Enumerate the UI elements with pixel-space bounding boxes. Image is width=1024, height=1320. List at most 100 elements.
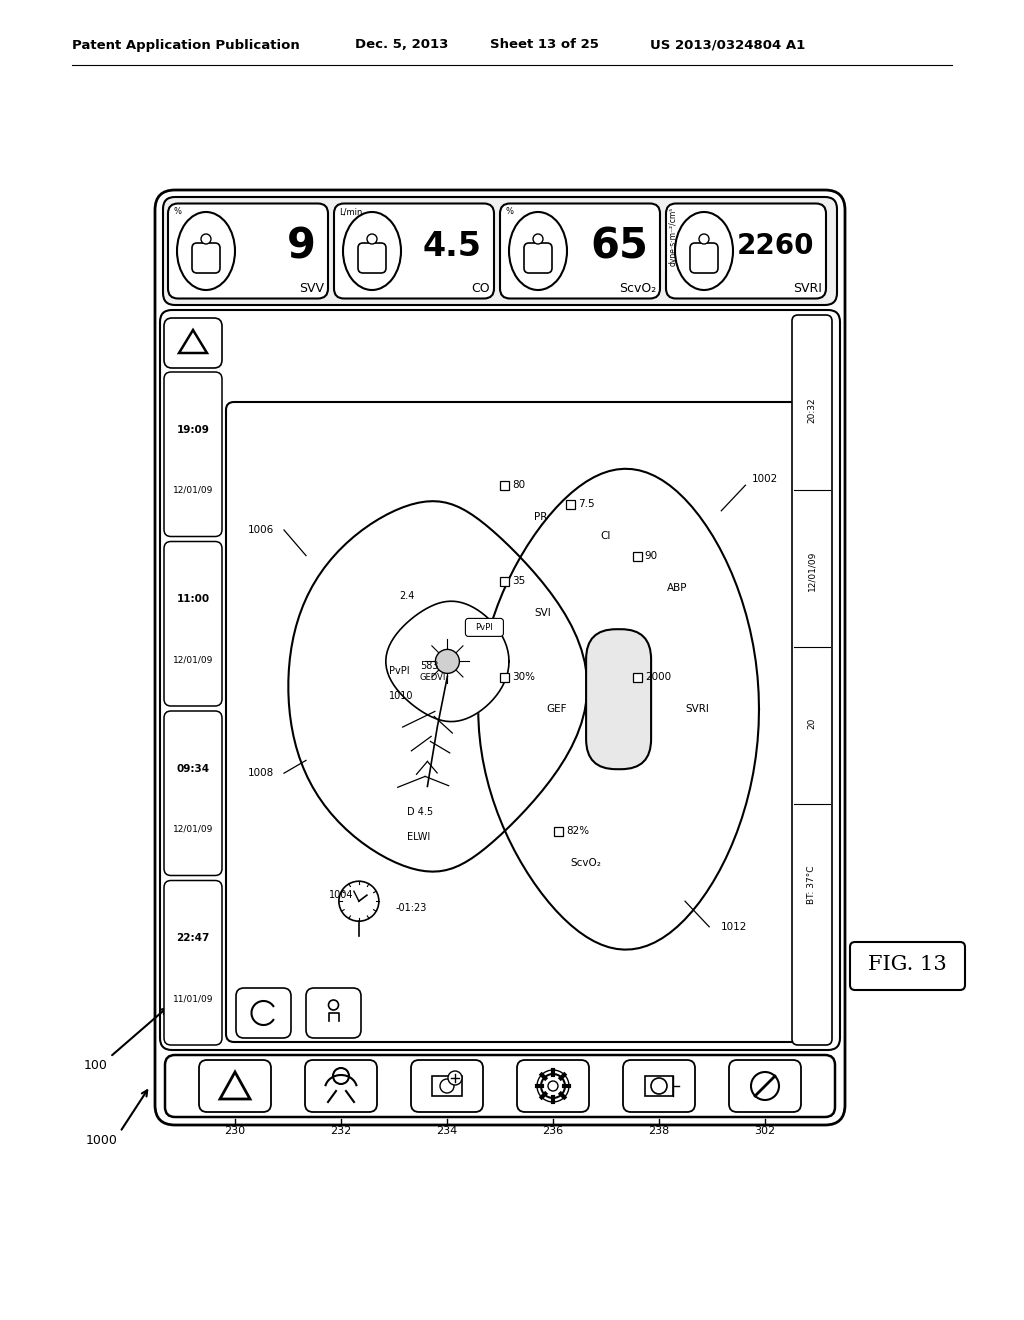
- Text: 2.4: 2.4: [399, 591, 415, 602]
- Text: 1000: 1000: [86, 1134, 118, 1147]
- Text: PvPI: PvPI: [389, 665, 410, 676]
- Text: 9: 9: [287, 226, 316, 267]
- Text: 30%: 30%: [512, 672, 535, 682]
- FancyBboxPatch shape: [358, 243, 386, 273]
- Bar: [554, 826, 563, 836]
- FancyBboxPatch shape: [236, 987, 291, 1038]
- FancyBboxPatch shape: [226, 403, 830, 1041]
- Text: Dec. 5, 2013: Dec. 5, 2013: [355, 38, 449, 51]
- Text: SVRI: SVRI: [685, 704, 709, 714]
- Text: 238: 238: [648, 1126, 670, 1137]
- Text: 09:34: 09:34: [176, 763, 210, 774]
- Bar: [566, 500, 575, 510]
- Bar: [500, 482, 509, 490]
- Circle shape: [699, 234, 709, 244]
- Text: 20:32: 20:32: [808, 397, 816, 422]
- Text: D 4.5: D 4.5: [408, 807, 433, 817]
- Text: 65: 65: [590, 226, 648, 267]
- FancyBboxPatch shape: [305, 1060, 377, 1111]
- FancyBboxPatch shape: [334, 203, 494, 298]
- Bar: [500, 577, 509, 586]
- Text: FIG. 13: FIG. 13: [867, 956, 946, 974]
- Text: 7.5: 7.5: [579, 499, 595, 510]
- FancyBboxPatch shape: [623, 1060, 695, 1111]
- Text: 22:47: 22:47: [176, 933, 210, 942]
- Text: 1012: 1012: [721, 921, 748, 932]
- Text: 12/01/09: 12/01/09: [173, 825, 213, 834]
- Text: 12/01/09: 12/01/09: [808, 550, 816, 590]
- Text: 20: 20: [808, 718, 816, 730]
- FancyBboxPatch shape: [164, 372, 222, 536]
- FancyBboxPatch shape: [164, 880, 222, 1045]
- Text: 2260: 2260: [736, 232, 814, 260]
- Polygon shape: [289, 502, 588, 871]
- Text: 1004: 1004: [329, 890, 353, 900]
- Text: CO: CO: [471, 281, 490, 294]
- Text: CI: CI: [600, 532, 611, 541]
- Text: ScvO₂: ScvO₂: [618, 281, 656, 294]
- Text: 11:00: 11:00: [176, 594, 210, 605]
- Bar: [633, 552, 642, 561]
- Circle shape: [435, 649, 460, 673]
- Text: -01:23: -01:23: [395, 903, 426, 912]
- Text: 12/01/09: 12/01/09: [173, 486, 213, 495]
- FancyBboxPatch shape: [524, 243, 552, 273]
- Circle shape: [534, 234, 543, 244]
- Text: %: %: [505, 207, 513, 216]
- FancyBboxPatch shape: [850, 942, 965, 990]
- Text: 35: 35: [512, 577, 525, 586]
- Text: 12/01/09: 12/01/09: [173, 656, 213, 664]
- FancyBboxPatch shape: [586, 630, 651, 770]
- Polygon shape: [478, 469, 759, 949]
- FancyBboxPatch shape: [164, 711, 222, 875]
- Text: Patent Application Publication: Patent Application Publication: [72, 38, 300, 51]
- FancyBboxPatch shape: [306, 987, 361, 1038]
- Bar: [645, 1076, 673, 1096]
- Text: SVRI: SVRI: [794, 281, 822, 294]
- Text: dyne·s·m⁻²/cm⁵: dyne·s·m⁻²/cm⁵: [669, 206, 678, 265]
- Text: GEF: GEF: [546, 704, 566, 714]
- Text: 232: 232: [331, 1126, 351, 1137]
- Text: 234: 234: [436, 1126, 458, 1137]
- Bar: [500, 673, 509, 682]
- FancyBboxPatch shape: [155, 190, 845, 1125]
- FancyBboxPatch shape: [792, 315, 831, 1045]
- Text: L/min: L/min: [339, 207, 362, 216]
- FancyBboxPatch shape: [164, 541, 222, 706]
- FancyBboxPatch shape: [500, 203, 660, 298]
- Circle shape: [201, 234, 211, 244]
- Text: PvPI: PvPI: [475, 623, 494, 632]
- Text: 11/01/09: 11/01/09: [173, 994, 213, 1003]
- Text: PR: PR: [535, 512, 548, 523]
- Circle shape: [449, 1071, 462, 1085]
- Text: GEDVI: GEDVI: [419, 673, 445, 682]
- Circle shape: [367, 234, 377, 244]
- Text: ScvO₂: ScvO₂: [570, 858, 601, 867]
- Text: 1010: 1010: [389, 692, 414, 701]
- Text: BT: 37°C: BT: 37°C: [808, 865, 816, 904]
- FancyBboxPatch shape: [666, 203, 826, 298]
- Text: 100: 100: [84, 1059, 108, 1072]
- FancyBboxPatch shape: [465, 618, 504, 636]
- Text: 19:09: 19:09: [176, 425, 210, 434]
- Text: ABP: ABP: [667, 582, 687, 593]
- FancyBboxPatch shape: [164, 318, 222, 368]
- Text: ELWI: ELWI: [408, 832, 430, 842]
- Text: %: %: [173, 207, 181, 216]
- FancyBboxPatch shape: [165, 1055, 835, 1117]
- FancyBboxPatch shape: [168, 203, 328, 298]
- Text: 82%: 82%: [566, 826, 590, 836]
- FancyBboxPatch shape: [690, 243, 718, 273]
- Text: US 2013/0324804 A1: US 2013/0324804 A1: [650, 38, 805, 51]
- Text: SVI: SVI: [535, 609, 551, 618]
- Bar: [432, 1076, 462, 1096]
- Text: SVV: SVV: [299, 281, 324, 294]
- Bar: [633, 673, 642, 682]
- Text: 90: 90: [645, 550, 657, 561]
- FancyBboxPatch shape: [193, 243, 220, 273]
- Text: Sheet 13 of 25: Sheet 13 of 25: [490, 38, 599, 51]
- FancyBboxPatch shape: [517, 1060, 589, 1111]
- Text: 583: 583: [420, 661, 438, 672]
- FancyBboxPatch shape: [160, 310, 840, 1049]
- Text: 236: 236: [543, 1126, 563, 1137]
